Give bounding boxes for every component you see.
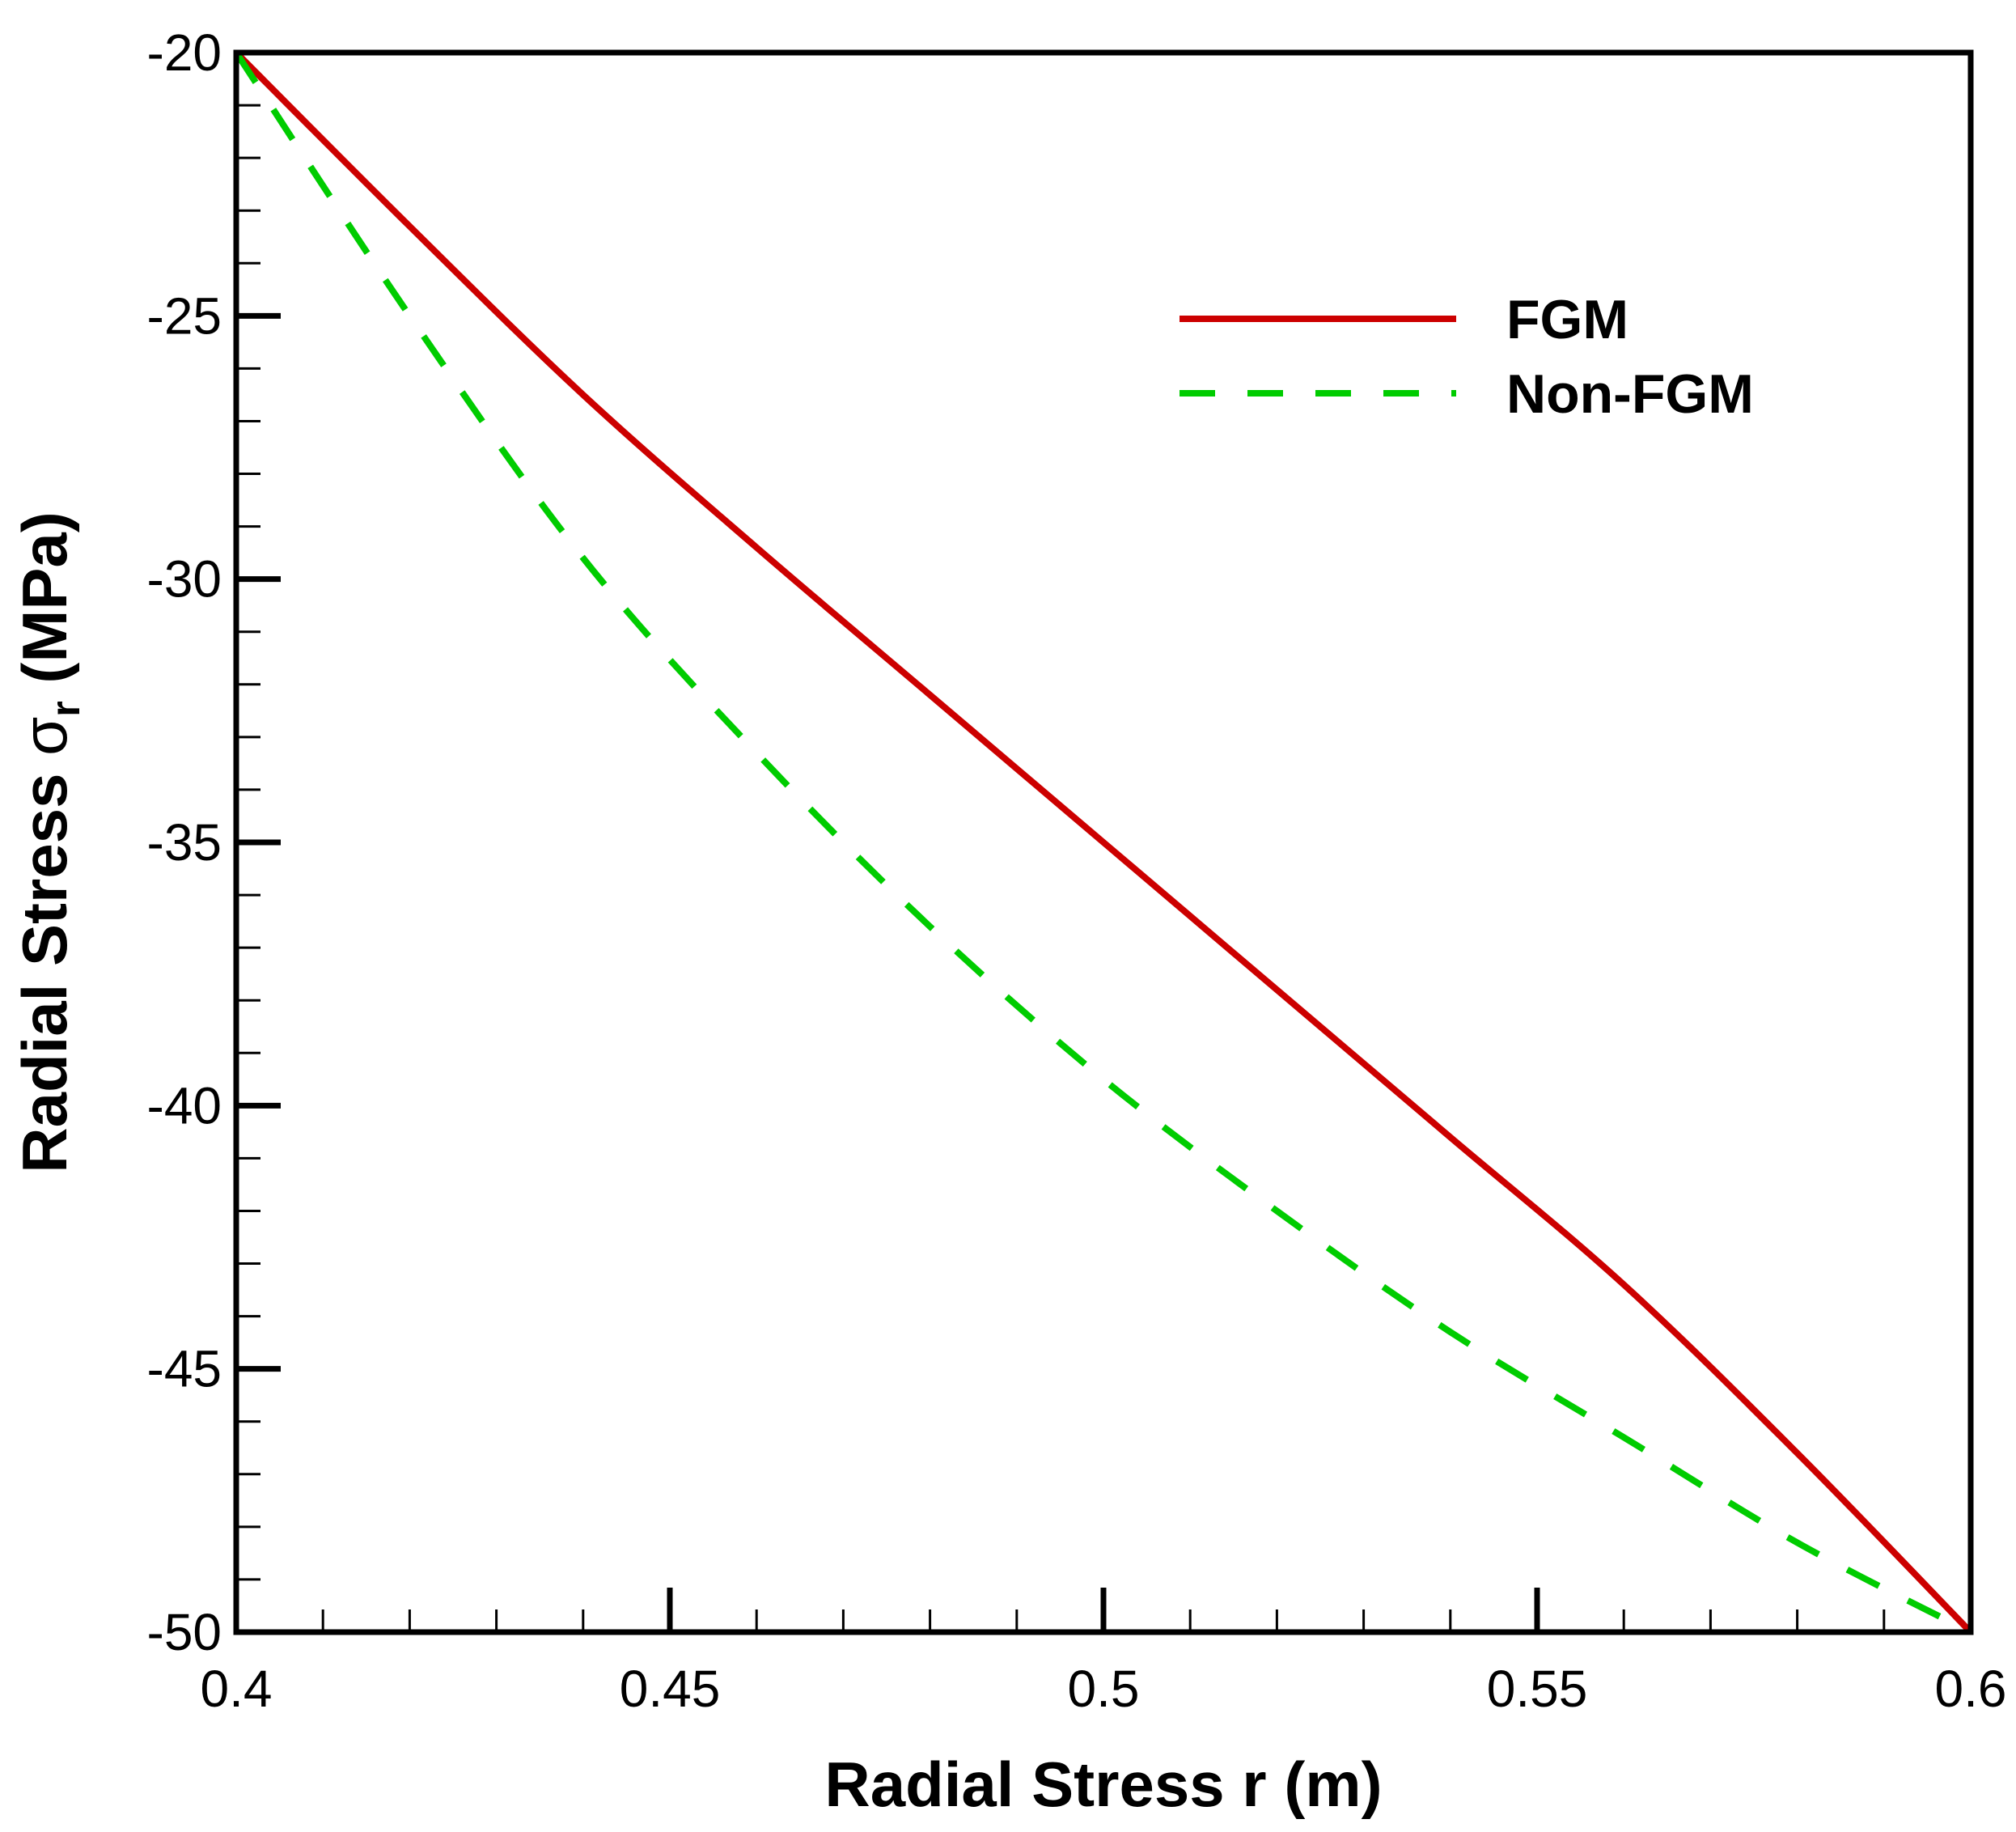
x-tick-label: 0.4	[201, 1660, 273, 1718]
y-axis-title-prefix: Radial Stress	[9, 756, 80, 1173]
x-axis-title: Radial Stress r (m)	[824, 1749, 1382, 1820]
x-tick-label: 0.45	[620, 1660, 721, 1718]
y-axis-title: Radial Stress σr (MPa)	[9, 511, 88, 1173]
x-tick-label: 0.5	[1068, 1660, 1140, 1718]
y-tick-label: -50	[147, 1603, 222, 1661]
y-tick-label: -20	[147, 23, 222, 82]
series-line-fgm	[234, 50, 1973, 1635]
legend-label-non-fgm: Non-FGM	[1506, 363, 1754, 425]
y-axis-title-subscript: r	[43, 701, 88, 716]
y-tick-label: -30	[147, 550, 222, 609]
legend-label-fgm: FGM	[1506, 289, 1628, 350]
y-axis-title-suffix: (MPa)	[9, 511, 80, 701]
legend: FGM Non-FGM	[1180, 289, 1754, 425]
y-tick-label: -45	[147, 1340, 222, 1398]
y-axis-title-symbol: σ	[9, 717, 80, 756]
x-tick-labels: 0.4 0.45 0.5 0.55 0.6	[201, 1660, 2007, 1718]
plot-frame	[233, 49, 1974, 1635]
y-tick-label: -40	[147, 1076, 222, 1134]
y-tick-label: -35	[147, 813, 222, 871]
data-series	[233, 50, 1973, 1635]
y-tick-label: -25	[147, 286, 222, 345]
y-tick-labels: -20 -25 -30 -35 -40 -45 -50	[147, 23, 222, 1661]
x-tick-label: 0.55	[1487, 1660, 1588, 1718]
axis-ticks	[233, 49, 1974, 1635]
x-tick-label: 0.6	[1935, 1660, 2007, 1718]
